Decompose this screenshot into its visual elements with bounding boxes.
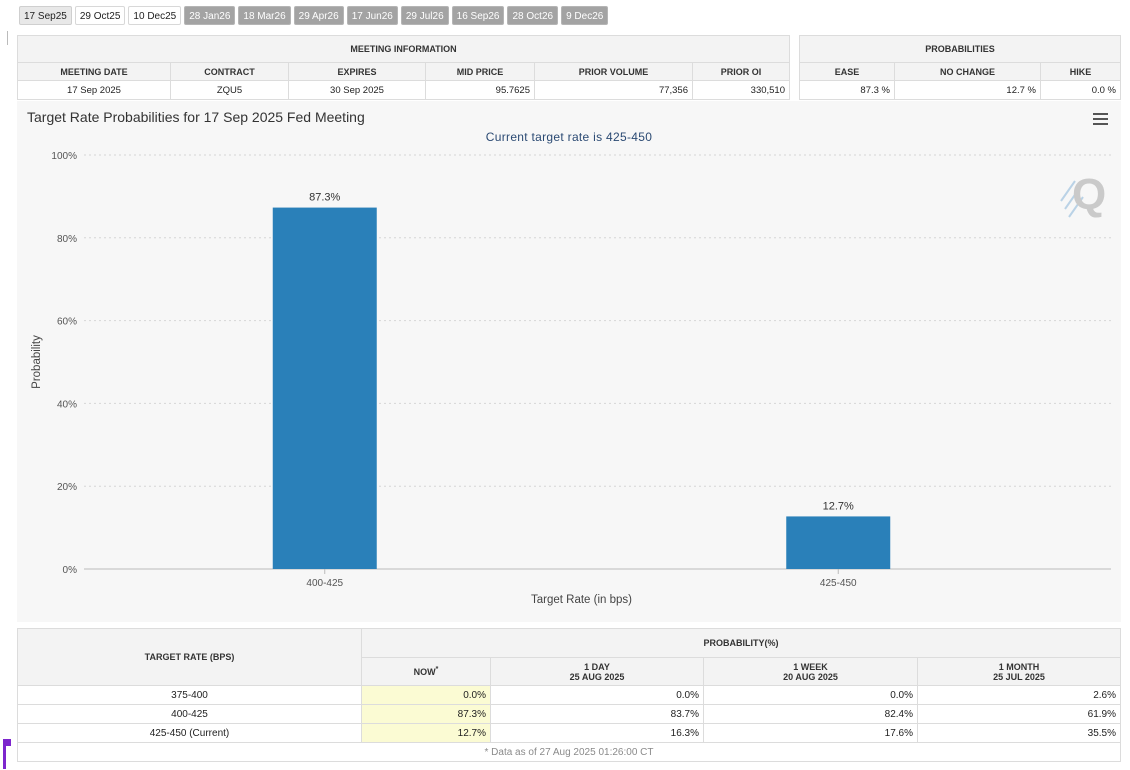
tab-16-sep26[interactable]: 16 Sep26 xyxy=(451,6,505,25)
x-tick-label: 400-425 xyxy=(306,578,343,589)
header-mid-price: MID PRICE xyxy=(425,62,535,81)
no-change-value: 12.7 % xyxy=(894,80,1041,100)
one-week-value: 82.4% xyxy=(703,704,918,724)
bar-chart: 0% 20% 40% 60% 80% 100% 87.3% 400-425 12.7% 425-4… xyxy=(31,151,1111,606)
now-value: 0.0% xyxy=(361,685,491,705)
data-label: 87.3% xyxy=(309,192,340,204)
header-ease: EASE xyxy=(799,62,895,81)
rate-label: 375-400 xyxy=(17,685,362,705)
one-month-value: 2.6% xyxy=(917,685,1121,705)
target-rate-table: TARGET RATE (BPS) PROBABILITY(%) NOW* 1 … xyxy=(17,628,1121,762)
rate-label: 425-450 (Current) xyxy=(17,723,362,743)
header-now: NOW* xyxy=(361,657,491,686)
tab-28-oct26[interactable]: 28 Oct26 xyxy=(507,6,559,25)
one-month-value: 61.9% xyxy=(917,704,1121,724)
meeting-tabs: 17 Sep25 29 Oct25 10 Dec25 28 Jan26 18 M… xyxy=(19,6,609,25)
header-1-week: 1 WEEK 20 AUG 2025 xyxy=(703,657,918,686)
chart-title: Target Rate Probabilities for 17 Sep 202… xyxy=(27,109,365,125)
tab-29-apr26[interactable]: 29 Apr26 xyxy=(293,6,344,25)
one-day-value: 16.3% xyxy=(490,723,704,743)
header-expires: EXPIRES xyxy=(288,62,426,81)
y-tick-label: 60% xyxy=(57,317,77,328)
header-hike: HIKE xyxy=(1040,62,1121,81)
flag-marker xyxy=(3,739,11,769)
x-tick-label: 425-450 xyxy=(820,578,857,589)
meeting-information-table: MEETING INFORMATION MEETING DATE CONTRAC… xyxy=(17,35,790,100)
divider-mark xyxy=(7,31,8,45)
tab-18-mar26[interactable]: 18 Mar26 xyxy=(238,6,291,25)
one-week-value: 0.0% xyxy=(703,685,918,705)
tab-17-jun26[interactable]: 17 Jun26 xyxy=(346,6,398,25)
header-no-change: NO CHANGE xyxy=(894,62,1041,81)
tab-29-jul26[interactable]: 29 Jul26 xyxy=(400,6,449,25)
header-1-day: 1 DAY 25 AUG 2025 xyxy=(490,657,704,686)
chart-subtitle: Current target rate is 425-450 xyxy=(485,130,653,144)
prior-oi-value: 330,510 xyxy=(692,80,790,100)
y-tick-label: 40% xyxy=(57,399,77,410)
one-day-value: 83.7% xyxy=(490,704,704,724)
header-meeting-date: MEETING DATE xyxy=(17,62,171,81)
y-tick-label: 20% xyxy=(57,482,77,493)
data-label: 12.7% xyxy=(823,500,854,512)
table-row: 400-425 87.3% 83.7% 82.4% 61.9% xyxy=(17,704,1121,724)
one-month-value: 35.5% xyxy=(917,723,1121,743)
meeting-date-value: 17 Sep 2025 xyxy=(17,80,171,100)
x-axis-title: Target Rate (in bps) xyxy=(531,594,632,606)
y-axis-title: Probability xyxy=(31,335,43,389)
tab-17-sep25[interactable]: 17 Sep25 xyxy=(19,6,72,25)
header-1-month: 1 MONTH 25 JUL 2025 xyxy=(917,657,1121,686)
prior-volume-value: 77,356 xyxy=(534,80,693,100)
bar xyxy=(786,516,891,569)
header-contract: CONTRACT xyxy=(170,62,289,81)
meeting-information-title: MEETING INFORMATION xyxy=(17,35,790,63)
now-value: 12.7% xyxy=(361,723,491,743)
y-tick-label: 100% xyxy=(51,151,77,162)
hike-value: 0.0 % xyxy=(1040,80,1121,100)
y-tick-label: 80% xyxy=(57,234,77,245)
chart-panel: 0% 20% 40% 60% 80% 100% 87.3% 400-425 12.7% 425-4… xyxy=(17,101,1121,622)
table-row: 375-400 0.0% 0.0% 0.0% 2.6% xyxy=(17,685,1121,705)
header-target-rate: TARGET RATE (BPS) xyxy=(17,628,362,686)
header-prior-oi: PRIOR OI xyxy=(692,62,790,81)
one-week-value: 17.6% xyxy=(703,723,918,743)
now-value: 87.3% xyxy=(361,704,491,724)
tab-10-dec25[interactable]: 10 Dec25 xyxy=(128,6,182,25)
tab-28-jan26[interactable]: 28 Jan26 xyxy=(184,6,236,25)
tab-9-dec26[interactable]: 9 Dec26 xyxy=(561,6,609,25)
y-tick-label: 0% xyxy=(63,565,78,576)
data-timestamp-footnote: * Data as of 27 Aug 2025 01:26:00 CT xyxy=(17,742,1121,762)
expires-value: 30 Sep 2025 xyxy=(288,80,426,100)
rate-label: 400-425 xyxy=(17,704,362,724)
contract-value: ZQU5 xyxy=(170,80,289,100)
chart-menu-icon[interactable] xyxy=(1093,113,1108,125)
cme-q-logo: Q xyxy=(1060,170,1106,219)
probabilities-table: PROBABILITIES EASE NO CHANGE HIKE 87.3 %… xyxy=(799,35,1121,100)
header-probability: PROBABILITY(%) xyxy=(361,628,1121,658)
svg-text:Q: Q xyxy=(1072,170,1106,219)
one-day-value: 0.0% xyxy=(490,685,704,705)
mid-price-value: 95.7625 xyxy=(425,80,535,100)
bar xyxy=(272,207,377,569)
header-prior-volume: PRIOR VOLUME xyxy=(534,62,693,81)
ease-value: 87.3 % xyxy=(799,80,895,100)
probabilities-title: PROBABILITIES xyxy=(799,35,1121,63)
table-row: 425-450 (Current) 12.7% 16.3% 17.6% 35.5… xyxy=(17,723,1121,743)
tab-29-oct25[interactable]: 29 Oct25 xyxy=(74,6,126,25)
